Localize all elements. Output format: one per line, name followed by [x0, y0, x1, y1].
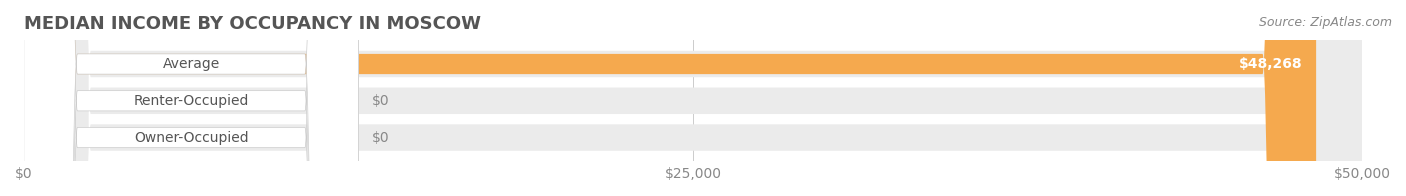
FancyBboxPatch shape: [24, 0, 359, 196]
FancyBboxPatch shape: [24, 0, 359, 196]
FancyBboxPatch shape: [24, 0, 1316, 196]
FancyBboxPatch shape: [24, 0, 1362, 196]
Text: $0: $0: [371, 131, 389, 144]
Text: $0: $0: [371, 94, 389, 108]
Text: MEDIAN INCOME BY OCCUPANCY IN MOSCOW: MEDIAN INCOME BY OCCUPANCY IN MOSCOW: [24, 15, 481, 33]
FancyBboxPatch shape: [24, 0, 359, 196]
FancyBboxPatch shape: [24, 0, 1362, 196]
Text: Owner-Occupied: Owner-Occupied: [134, 131, 249, 144]
FancyBboxPatch shape: [24, 0, 1362, 196]
Text: Average: Average: [163, 57, 219, 71]
Text: $48,268: $48,268: [1239, 57, 1303, 71]
Text: Renter-Occupied: Renter-Occupied: [134, 94, 249, 108]
Text: Source: ZipAtlas.com: Source: ZipAtlas.com: [1258, 16, 1392, 29]
